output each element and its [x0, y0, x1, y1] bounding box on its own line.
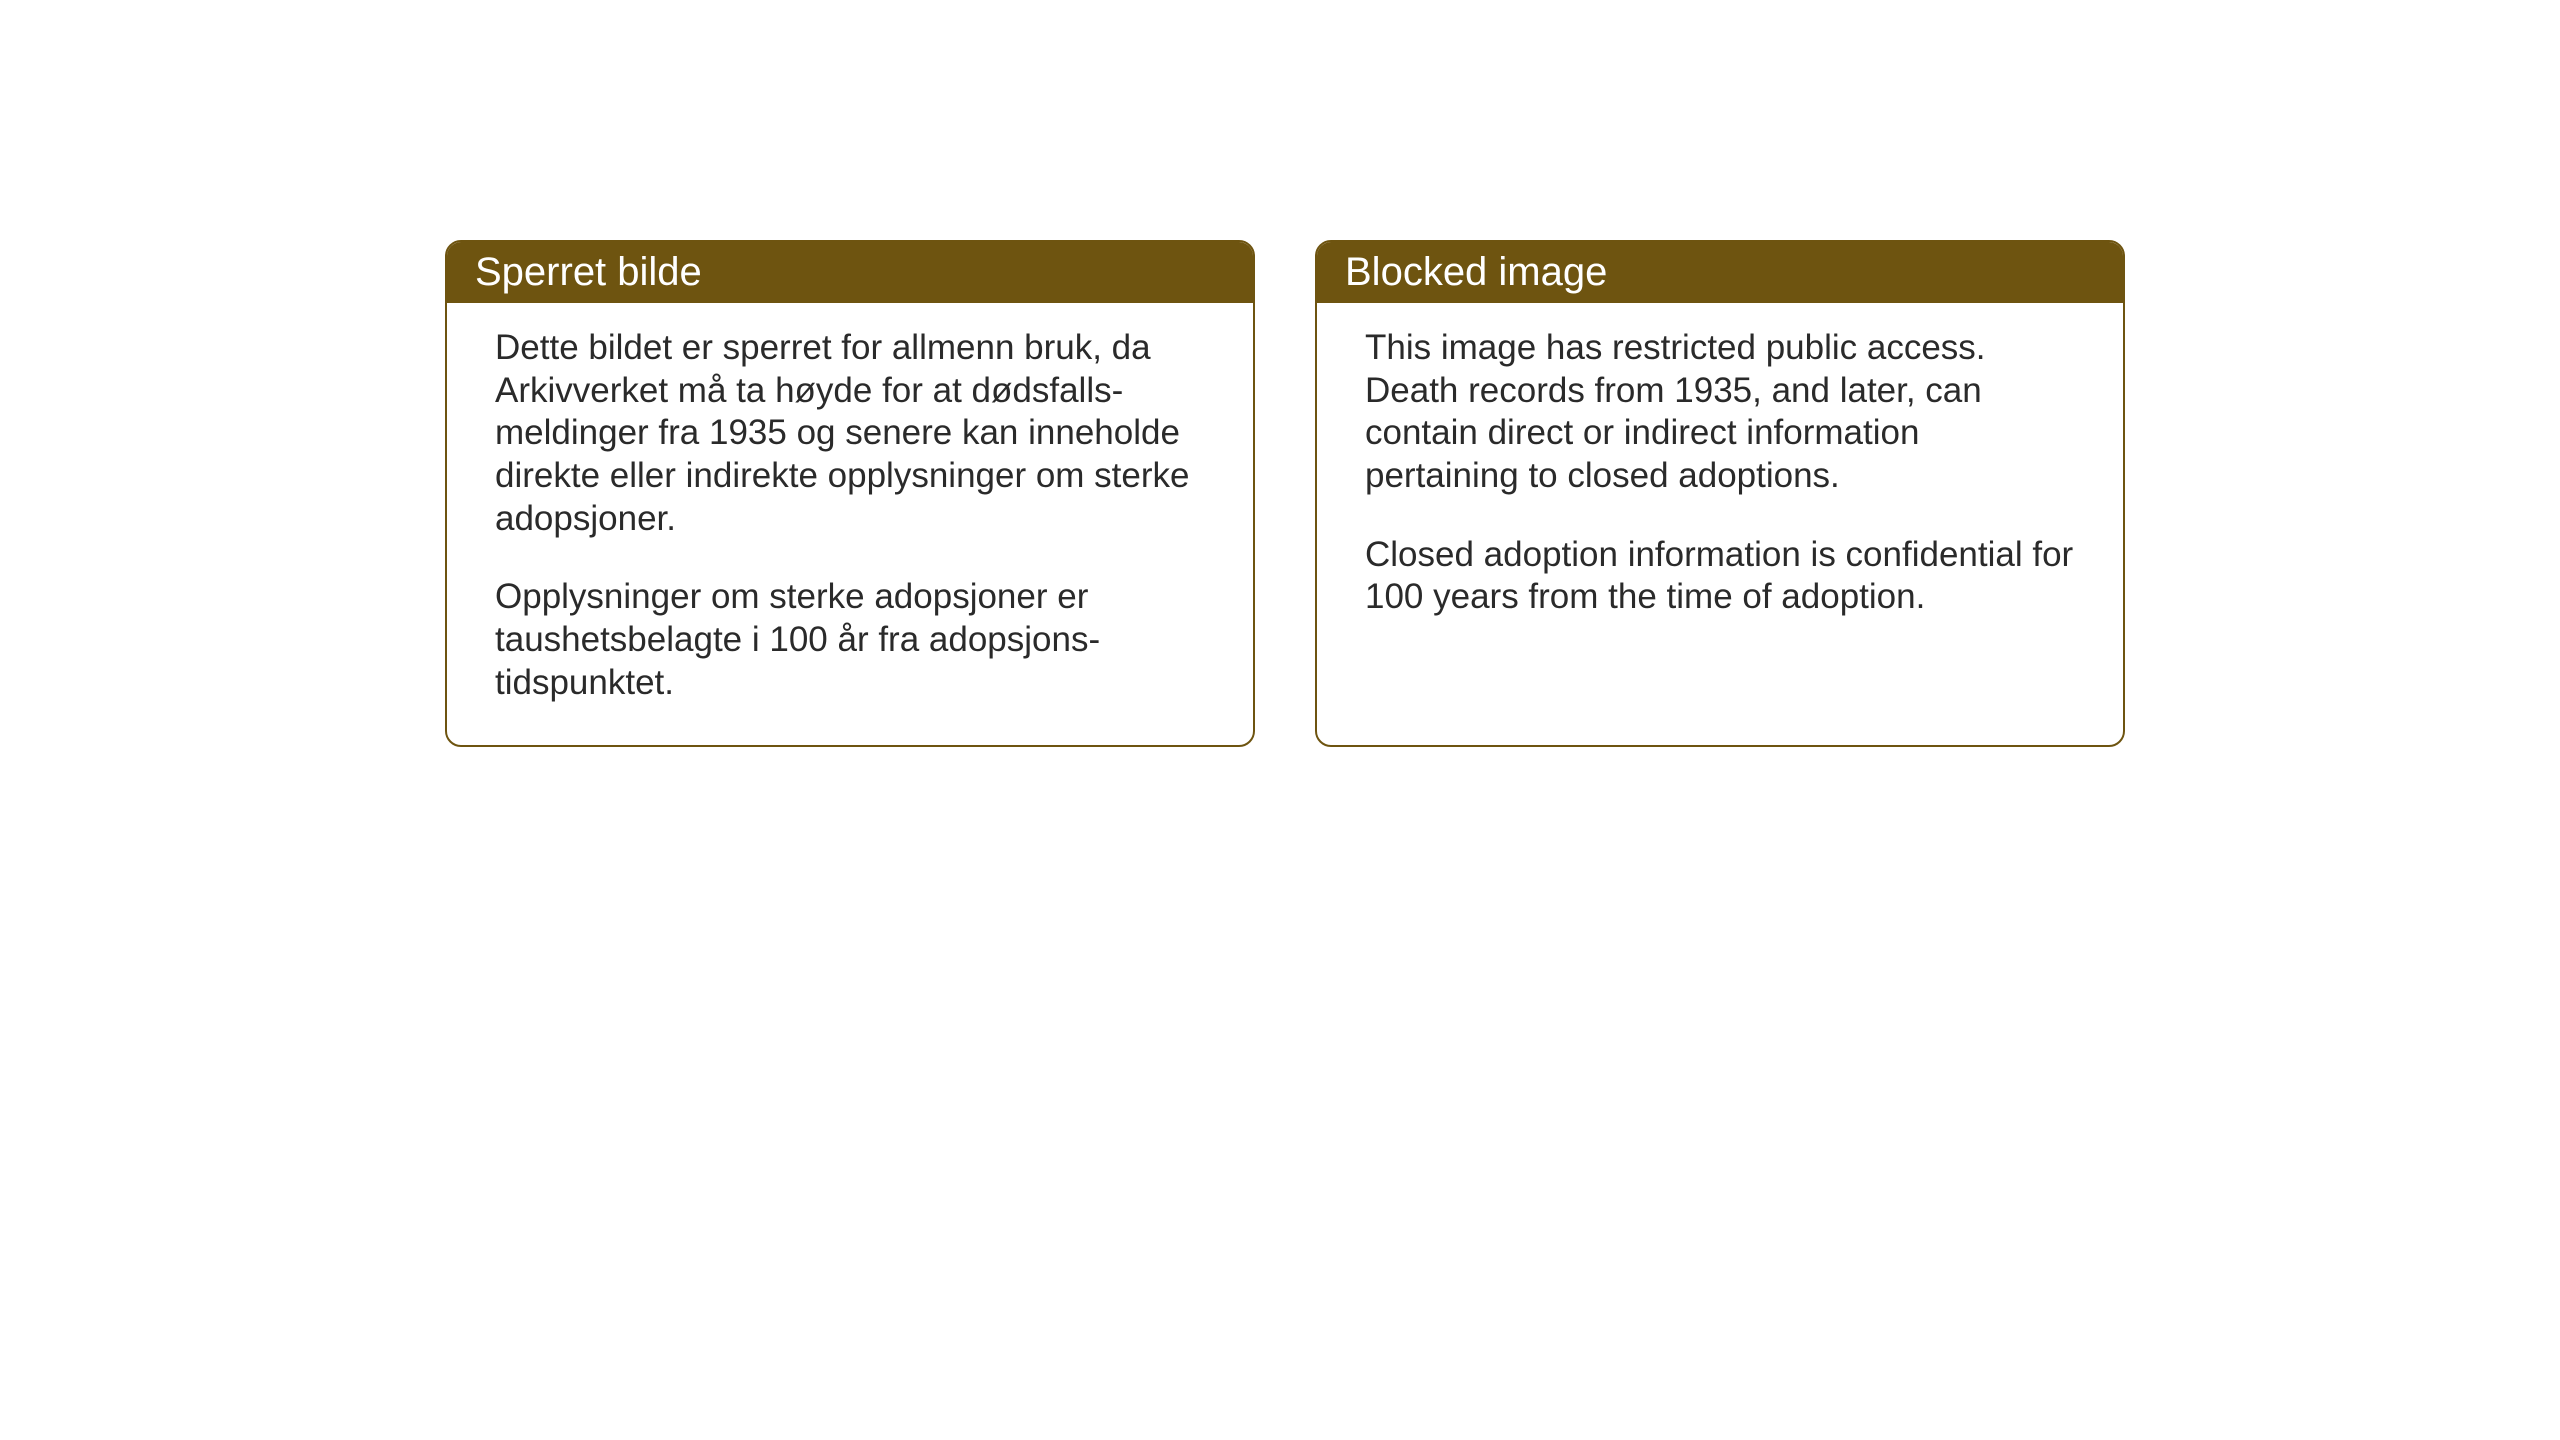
- notice-body-norwegian: Dette bildet er sperret for allmenn bruk…: [447, 303, 1253, 745]
- notice-box-norwegian: Sperret bilde Dette bildet er sperret fo…: [445, 240, 1255, 747]
- notice-header-norwegian: Sperret bilde: [447, 242, 1253, 303]
- notice-box-english: Blocked image This image has restricted …: [1315, 240, 2125, 747]
- notice-container: Sperret bilde Dette bildet er sperret fo…: [445, 240, 2125, 747]
- notice-paragraph-norwegian-2: Opplysninger om sterke adopsjoner er tau…: [495, 576, 1205, 704]
- notice-header-english: Blocked image: [1317, 242, 2123, 303]
- notice-paragraph-english-1: This image has restricted public access.…: [1365, 327, 2075, 498]
- notice-paragraph-norwegian-1: Dette bildet er sperret for allmenn bruk…: [495, 327, 1205, 540]
- notice-body-english: This image has restricted public access.…: [1317, 303, 2123, 659]
- notice-paragraph-english-2: Closed adoption information is confident…: [1365, 534, 2075, 619]
